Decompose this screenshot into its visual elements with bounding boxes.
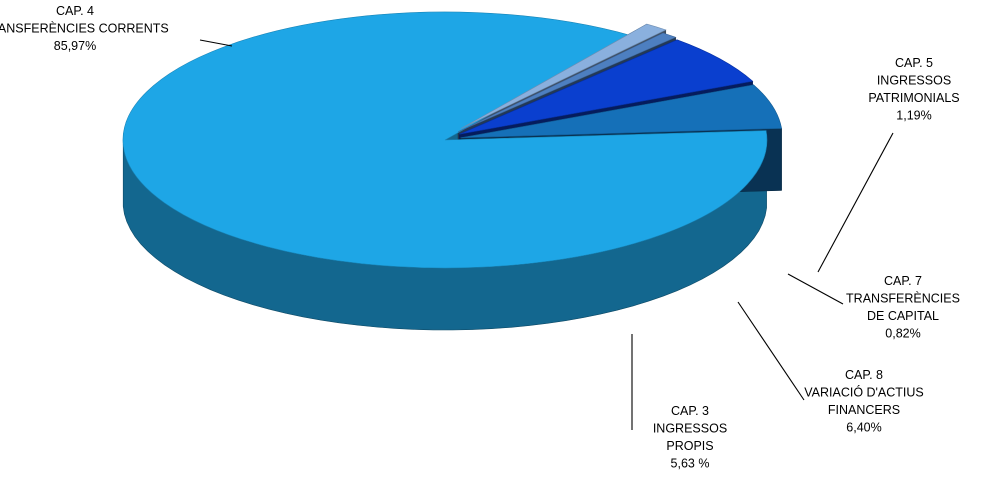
slice-label-1-line-0: CAP. 5 (895, 56, 933, 70)
slice-labels: CAP. 4 TRANSFERÈNCIES CORRENTS 85,97% CAP. … (0, 4, 960, 471)
slice-label-0-line-1: TRANSFERÈNCIES CORRENTS (0, 21, 169, 36)
slice-label-2-line-0: CAP. 7 (884, 274, 922, 288)
slice-top-4 (460, 84, 782, 139)
slice-label-4-line-0: CAP. 3 (671, 404, 709, 418)
slice-top-0 (122, 11, 768, 269)
slice-top-3 (459, 39, 754, 135)
slice-label-1-line-3: 1,19% (896, 109, 931, 123)
slice-label-2-line-3: 0,82% (885, 327, 920, 341)
slice-label-4-line-2: PROPIS (666, 439, 713, 453)
slice-top-2 (457, 32, 677, 132)
slice-label-0-line-2: 85,97% (54, 39, 96, 53)
slice-label-4-line-1: INGRESSOS (653, 422, 727, 436)
slice-label-3-line-2: FINANCERS (828, 403, 900, 417)
leader-line-0 (199, 39, 233, 47)
slice-label-2-line-1: TRANSFERÈNCIES (846, 291, 960, 306)
slice-label-1-line-2: PATRIMONIALS (868, 91, 959, 105)
slice-top-1 (460, 23, 667, 129)
label-leaders (199, 39, 894, 430)
pie-tops (122, 11, 782, 269)
slice-label-3-line-0: CAP. 8 (845, 368, 883, 382)
slice-label-3-line-1: VARIACIÓ D'ACTIUS (804, 385, 924, 400)
slice-label-0-line-0: CAP. 4 (56, 4, 94, 18)
slice-label-1-line-1: INGRESSOS (877, 74, 951, 88)
slice-label-4-line-3: 5,63 % (671, 457, 710, 471)
slice-label-3-line-3: 6,40% (846, 421, 881, 435)
leader-line-1 (817, 132, 894, 273)
slice-label-2-line-2: DE CAPITAL (867, 309, 939, 323)
leader-line-3 (737, 301, 805, 401)
leader-line-2 (787, 273, 844, 305)
